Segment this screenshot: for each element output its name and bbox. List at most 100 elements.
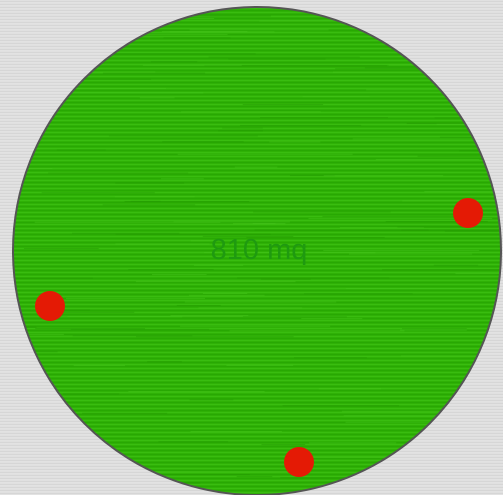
grass-streak: [218, 130, 263, 132]
grass-streak: [23, 92, 204, 94]
grass-streak: [39, 311, 135, 313]
grass-streak: [13, 277, 93, 279]
sprinkler-bottom[interactable]: [284, 447, 314, 477]
grass-streak: [323, 249, 480, 251]
grass-streak: [161, 178, 204, 180]
grass-streak: [38, 482, 201, 484]
grass-streak: [74, 40, 120, 42]
grass-streak: [240, 124, 362, 126]
grass-streak: [170, 314, 249, 316]
grass-streak: [41, 192, 155, 194]
grass-streak: [135, 281, 296, 283]
grass-streak: [142, 64, 242, 66]
grass-streak: [304, 293, 413, 295]
grass-streak: [147, 361, 182, 363]
grass-streak: [352, 138, 501, 140]
grass-streak: [204, 252, 376, 254]
grass-streak: [343, 415, 484, 417]
grass-streak: [388, 64, 501, 66]
grass-streak: [405, 43, 449, 45]
sprinkler-left[interactable]: [35, 291, 65, 321]
grass-streak: [13, 333, 64, 335]
grass-streak: [198, 307, 303, 309]
grass-streak: [436, 123, 501, 125]
grass-streak: [177, 153, 353, 155]
grass-streak: [17, 88, 61, 90]
grass-streak: [257, 246, 307, 248]
grass-streak: [269, 141, 321, 143]
grass-streak: [34, 221, 221, 223]
grass-streak: [294, 357, 367, 359]
grass-streak: [450, 7, 501, 9]
grass-streak: [149, 474, 250, 476]
grass-streak: [364, 67, 501, 69]
grass-streak: [124, 201, 250, 203]
grass-streak: [228, 58, 326, 60]
lawn-border: [12, 6, 502, 495]
grass-streak: [261, 444, 306, 446]
grass-streak: [424, 191, 501, 193]
grass-streak: [417, 155, 501, 157]
grass-streak: [139, 471, 311, 473]
grass-streak: [234, 166, 278, 168]
grass-streak: [139, 97, 175, 99]
grass-streak: [366, 89, 488, 91]
grass-streak: [202, 235, 294, 237]
grass-streak: [62, 393, 120, 395]
grass-streak: [102, 204, 196, 206]
grass-streak: [71, 17, 215, 19]
grass-streak: [163, 37, 231, 39]
grass-streak: [301, 318, 363, 320]
grass-streak: [280, 477, 364, 479]
grass-streak: [236, 476, 273, 478]
grass-streak: [67, 315, 243, 317]
lawn-area[interactable]: [13, 7, 501, 495]
grass-streak: [72, 232, 180, 234]
grass-streak: [184, 301, 337, 303]
grass-streak: [444, 230, 501, 232]
grass-streak: [189, 29, 329, 31]
sprinkler-right[interactable]: [453, 198, 483, 228]
grass-streak: [308, 217, 493, 219]
grass-streak: [309, 442, 397, 444]
grass-streak: [401, 229, 501, 231]
grass-streak: [65, 297, 206, 299]
grass-streak: [13, 351, 58, 353]
grass-streak: [290, 175, 335, 177]
grass-streak: [173, 221, 290, 223]
grass-streak: [112, 12, 163, 14]
grass-streak: [115, 233, 271, 235]
grass-streak: [323, 175, 444, 177]
grass-streak: [259, 20, 403, 22]
grass-streak: [260, 117, 388, 119]
grass-streak: [402, 328, 467, 330]
grass-streak: [397, 226, 498, 228]
grass-streak: [434, 117, 501, 119]
grass-streak: [128, 269, 214, 271]
grass-streak: [410, 480, 478, 482]
grass-streak: [73, 365, 126, 367]
grass-streak: [66, 46, 120, 48]
grass-streak: [341, 410, 457, 412]
grass-streak: [13, 87, 167, 89]
grass-streak: [406, 122, 501, 124]
grass-streak: [190, 240, 223, 242]
grass-streak: [158, 441, 229, 443]
grass-streak: [395, 460, 501, 462]
grass-streak: [400, 329, 467, 331]
grass-streak: [108, 135, 258, 137]
grass-streak: [142, 15, 271, 17]
grass-streak: [45, 309, 90, 311]
grass-streak: [13, 71, 156, 73]
grass-streak: [385, 221, 488, 223]
grass-streak: [189, 399, 234, 401]
grass-streak: [436, 440, 501, 442]
grass-streak: [102, 72, 206, 74]
grass-streak: [318, 388, 382, 390]
grass-streak: [23, 248, 99, 250]
grass-streak: [284, 456, 442, 458]
grass-streak: [13, 167, 53, 169]
grass-streak: [208, 56, 360, 58]
grass-streak: [433, 264, 479, 266]
